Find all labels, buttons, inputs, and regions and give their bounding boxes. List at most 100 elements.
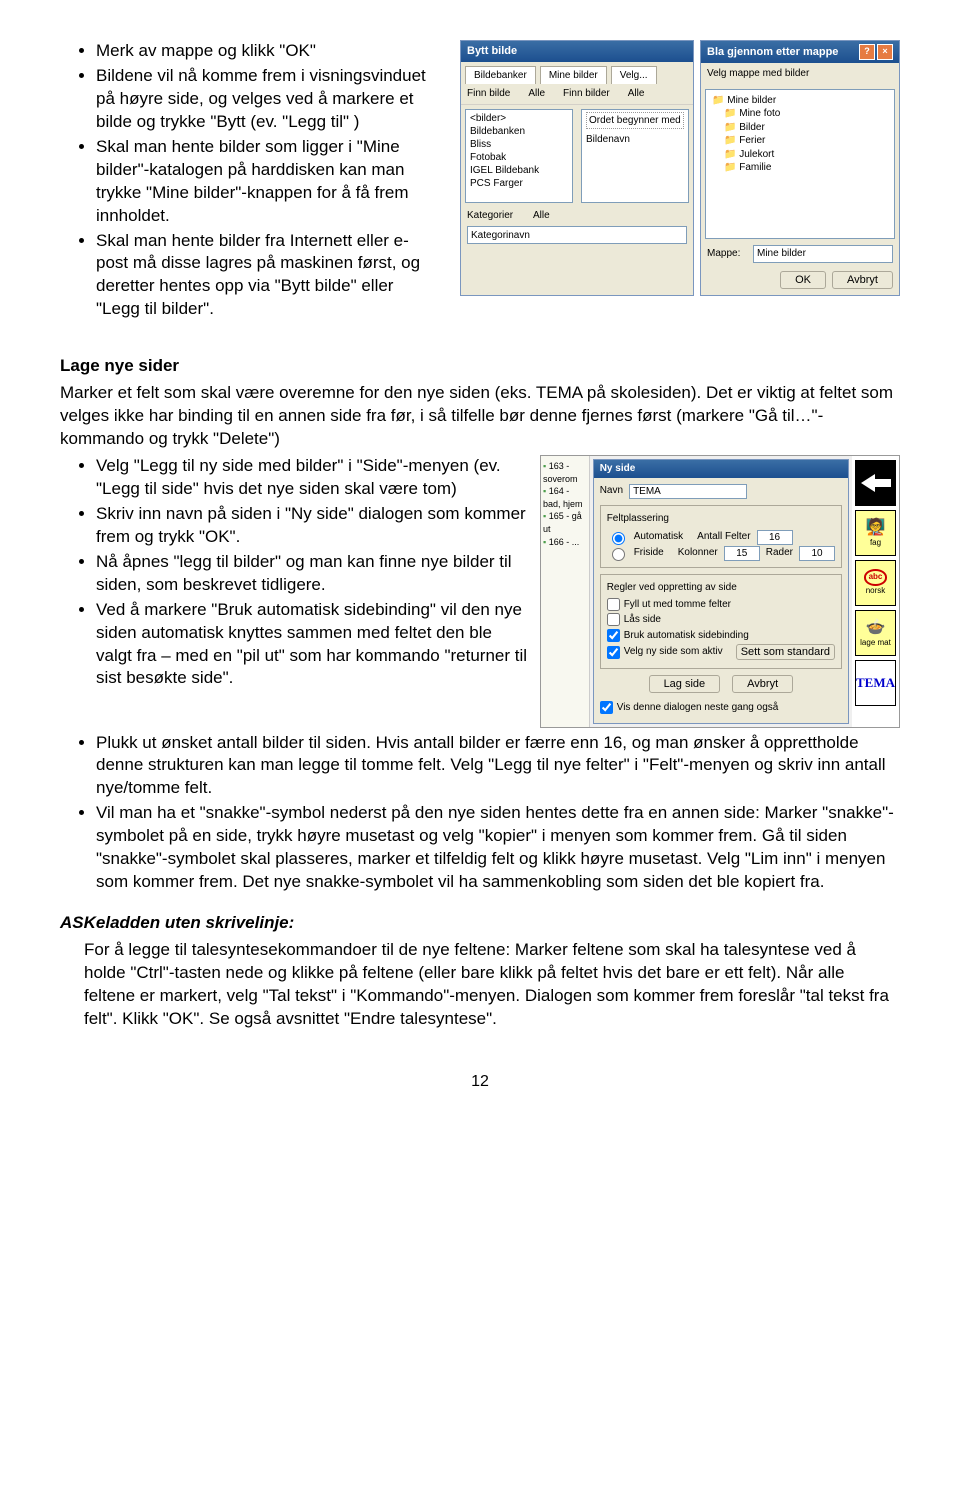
list-item[interactable]: Fotobak <box>470 151 568 164</box>
label: Finn bilder <box>563 87 610 101</box>
label: Antall Felter <box>697 530 750 544</box>
label: Velg mappe med bilder <box>701 63 899 85</box>
picto-tema: TEMA <box>855 660 896 706</box>
bullet: Ved å markere "Bruk automatisk sidebindi… <box>96 599 528 691</box>
section-heading: Lage nye sider <box>60 355 900 378</box>
list-item[interactable]: <bilder> <box>470 112 568 125</box>
tab[interactable]: Bildebanker <box>465 66 536 85</box>
bullet: Vil man ha et "snakke"-symbol nederst på… <box>96 802 900 894</box>
label: lage mat <box>860 638 891 649</box>
page-list: 163 - soverom 164 - bad, hjem 165 - gå u… <box>541 456 590 727</box>
cancel-button[interactable]: Avbryt <box>732 675 793 693</box>
active-checkbox[interactable] <box>607 646 620 659</box>
bullet: Skal man hente bilder som ligger i "Mine… <box>96 136 440 228</box>
category-input[interactable] <box>467 226 687 244</box>
section3-text: For å legge til talesyntesekommandoer ti… <box>60 939 900 1031</box>
tree-item[interactable]: Ferier <box>712 134 888 148</box>
label: Friside <box>634 546 664 560</box>
window-title: Bytt bilde <box>467 44 517 59</box>
create-button[interactable]: Lag side <box>649 675 721 693</box>
arrow-icon <box>855 460 896 506</box>
label: Vis denne dialogen neste gang også <box>617 701 779 715</box>
toolbar: Finn bilde Alle Finn bilder Alle <box>461 84 693 105</box>
bullet: Merk av mappe og klikk "OK" <box>96 40 440 63</box>
auto-radio[interactable] <box>612 532 625 545</box>
label: Alle <box>533 209 550 223</box>
label: Fyll ut med tomme felter <box>624 598 731 612</box>
label: Rader <box>766 546 793 560</box>
list-item[interactable]: 166 - ... <box>543 536 587 549</box>
bullet: Velg "Legg til ny side med bilder" i "Si… <box>96 455 528 501</box>
list-item[interactable]: 163 - soverom <box>543 460 587 485</box>
screenshot-bytt-bilde: Bytt bilde Bildebanker Mine bilder Velg.… <box>460 40 900 327</box>
top-bullets: Merk av mappe og klikk "OK" Bildene vil … <box>60 40 440 321</box>
label: Finn bilde <box>467 87 510 101</box>
picto-column: 🧑‍🏫fag abcnorsk 🍲lage mat TEMA <box>852 456 899 727</box>
ok-button[interactable]: OK <box>780 271 826 289</box>
picto-cell: abcnorsk <box>855 560 896 606</box>
bullet: Skriv inn navn på siden i "Ny side" dial… <box>96 503 528 549</box>
list-item[interactable]: 165 - gå ut <box>543 510 587 535</box>
label: Velg ny side som aktiv <box>624 645 723 659</box>
screenshot-ny-side: 163 - soverom 164 - bad, hjem 165 - gå u… <box>540 455 900 728</box>
section-intro: Marker et felt som skal være overemne fo… <box>60 382 900 451</box>
list-item[interactable]: Bliss <box>470 138 568 151</box>
bullet: Plukk ut ønsket antall bilder til siden.… <box>96 732 900 801</box>
label: norsk <box>866 586 886 597</box>
tab[interactable]: Velg... <box>611 66 657 85</box>
list-item[interactable]: PCS Farger <box>470 177 568 190</box>
ny-side-dialog: Ny side Navn Feltplassering Automatisk A… <box>593 459 849 724</box>
label: Bruk automatisk sidebinding <box>624 629 749 643</box>
picto-cell: 🧑‍🏫fag <box>855 510 896 556</box>
lock-checkbox[interactable] <box>607 613 620 626</box>
tree-item[interactable]: Mine bilder <box>712 94 888 108</box>
section2-bullets-full: Plukk ut ønsket antall bilder til siden.… <box>60 732 900 895</box>
set-standard-button[interactable]: Sett som standard <box>736 644 835 660</box>
label: Mappe: <box>707 247 747 261</box>
bullet: Nå åpnes "legg til bilder" og man kan fi… <box>96 551 528 597</box>
list-item[interactable]: Bildebanken <box>470 125 568 138</box>
tree-item[interactable]: Bilder <box>712 121 888 135</box>
label: Ordet begynner med <box>586 112 684 129</box>
friside-radio[interactable] <box>612 548 625 561</box>
tab[interactable]: Mine bilder <box>540 66 607 85</box>
bullet: Skal man hente bilder fra Internett elle… <box>96 230 440 322</box>
label: Alle <box>528 87 545 101</box>
window-titlebar: Bla gjennom etter mappe ?× <box>701 41 899 63</box>
label: Navn <box>600 484 623 498</box>
label: Bildenavn <box>586 133 684 146</box>
field-count-input[interactable] <box>757 530 793 545</box>
label: fag <box>870 538 881 549</box>
name-input[interactable] <box>629 484 747 499</box>
list-item[interactable]: IGEL Bildebank <box>470 164 568 177</box>
tabs: Bildebanker Mine bilder Velg... <box>461 62 693 85</box>
rows-input[interactable] <box>799 546 835 561</box>
dialog-title: Ny side <box>594 460 848 478</box>
auto-bind-checkbox[interactable] <box>607 629 620 642</box>
bullet: Bildene vil nå komme frem i visningsvind… <box>96 65 440 134</box>
folder-tree[interactable]: Mine bilder Mine foto Bilder Ferier Jule… <box>705 89 895 239</box>
label: Automatisk <box>634 530 683 544</box>
cols-input[interactable] <box>724 546 760 561</box>
window-buttons[interactable]: ?× <box>857 44 893 60</box>
cancel-button[interactable]: Avbryt <box>832 271 893 289</box>
folder-input[interactable] <box>753 245 893 263</box>
label: Kategorier <box>467 209 527 223</box>
tree-item[interactable]: Julekort <box>712 148 888 162</box>
help-icon[interactable]: ? <box>859 44 875 60</box>
fill-empty-checkbox[interactable] <box>607 598 620 611</box>
section2-bullets: Velg "Legg til ny side med bilder" i "Si… <box>60 455 528 690</box>
label: Lås side <box>624 613 661 627</box>
list-item[interactable]: 164 - bad, hjem <box>543 485 587 510</box>
close-icon[interactable]: × <box>877 44 893 60</box>
page-number: 12 <box>60 1071 900 1093</box>
tree-item[interactable]: Familie <box>712 161 888 175</box>
label: Alle <box>628 87 645 101</box>
tree-item[interactable]: Mine foto <box>712 107 888 121</box>
section-heading: ASKeladden uten skrivelinje: <box>60 913 294 932</box>
label: Regler ved oppretting av side <box>607 581 835 595</box>
image-bank-list[interactable]: <bilder> Bildebanken Bliss Fotobak IGEL … <box>465 109 573 203</box>
show-again-checkbox[interactable] <box>600 701 613 714</box>
label: Kolonner <box>678 546 718 560</box>
window-title: Bla gjennom etter mappe <box>707 45 838 60</box>
